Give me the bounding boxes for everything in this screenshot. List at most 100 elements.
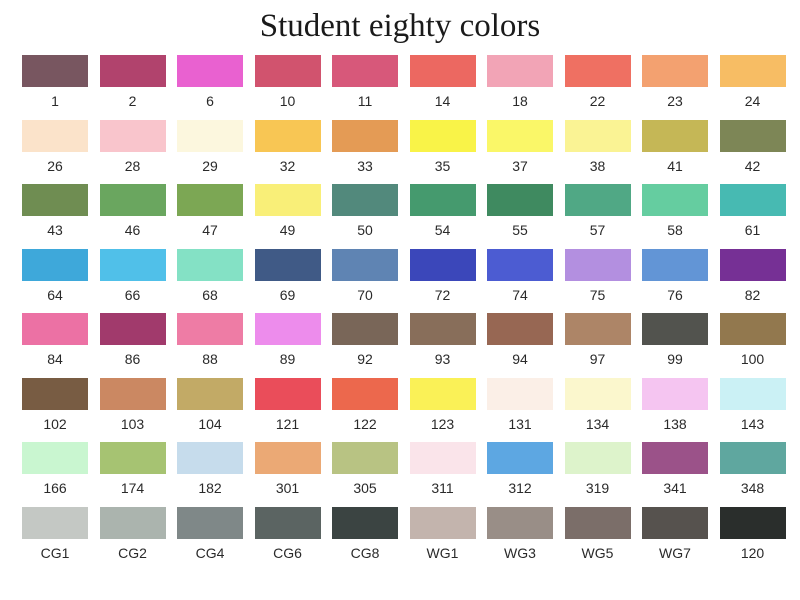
- color-swatch: [487, 313, 553, 345]
- color-swatch: [254, 506, 321, 539]
- color-swatch: [719, 377, 786, 410]
- color-swatch-label: 72: [434, 286, 451, 303]
- color-swatch: [487, 442, 553, 474]
- color-swatch-item: 49: [254, 184, 321, 244]
- color-swatch-label: CG6: [273, 544, 302, 561]
- color-swatch-item: 58: [642, 184, 708, 244]
- color-swatch-item: 82: [719, 248, 786, 309]
- color-swatch-item: 104: [177, 377, 243, 438]
- color-swatch-item: 50: [332, 184, 398, 244]
- color-swatch-label: 166: [43, 480, 67, 496]
- color-swatch-label: 43: [47, 222, 63, 238]
- color-swatch: [487, 55, 553, 87]
- color-swatch-item: 121: [254, 377, 321, 438]
- color-swatch-label: 23: [667, 93, 683, 109]
- color-swatch: [564, 313, 631, 345]
- color-swatch-item: WG7: [642, 506, 708, 567]
- color-swatch-label: 69: [279, 286, 296, 303]
- color-swatch: [564, 377, 631, 410]
- color-swatch: [332, 506, 398, 539]
- color-swatch-item: 103: [99, 377, 166, 438]
- color-swatch-item: 102: [22, 377, 88, 438]
- color-swatch-item: 88: [177, 313, 243, 373]
- color-swatch-label: 68: [202, 286, 218, 303]
- color-swatch: [22, 313, 88, 345]
- color-swatch: [99, 442, 166, 474]
- color-swatch-label: 2: [128, 93, 137, 109]
- color-swatch-label: 182: [198, 480, 222, 496]
- color-swatch-item: 86: [99, 313, 166, 373]
- color-swatch: [564, 506, 631, 539]
- color-swatch-item: 174: [99, 442, 166, 502]
- color-swatch-label: 134: [585, 415, 610, 432]
- color-swatch-item: 6: [177, 55, 243, 115]
- color-swatch: [22, 184, 88, 216]
- color-swatch-label: 138: [663, 415, 687, 432]
- color-swatch-label: 35: [434, 157, 451, 174]
- color-swatch-label: 70: [357, 286, 373, 303]
- color-swatch-item: 93: [409, 313, 476, 373]
- color-swatch-label: 88: [202, 351, 218, 367]
- color-swatch: [719, 313, 786, 345]
- color-swatch: [177, 55, 243, 87]
- color-swatch-label: 121: [275, 415, 300, 432]
- color-swatch: [332, 313, 398, 345]
- color-swatch-label: 76: [667, 286, 683, 303]
- color-swatch-label: 123: [430, 415, 455, 432]
- color-swatch: [487, 119, 553, 152]
- color-swatch: [177, 119, 243, 152]
- color-swatch: [642, 184, 708, 216]
- color-swatch: [719, 248, 786, 281]
- color-swatch-item: 100: [719, 313, 786, 373]
- color-swatch: [99, 248, 166, 281]
- color-swatch: [564, 184, 631, 216]
- color-swatch-item: CG6: [254, 506, 321, 567]
- color-swatch-label: 66: [124, 286, 141, 303]
- color-swatch-label: CG4: [195, 544, 225, 561]
- color-swatch: [177, 248, 243, 281]
- color-swatch-label: 174: [120, 480, 145, 496]
- color-swatch-item: 143: [719, 377, 786, 438]
- color-swatch-label: 120: [740, 544, 765, 561]
- color-swatch-item: 10: [254, 55, 321, 115]
- color-swatch-item: 72: [409, 248, 476, 309]
- color-swatch-item: 123: [409, 377, 476, 438]
- color-swatch-item: 38: [564, 119, 631, 180]
- color-swatch-label: 89: [279, 351, 296, 367]
- color-swatch: [254, 184, 321, 216]
- color-swatch: [332, 119, 398, 152]
- color-swatch: [409, 313, 476, 345]
- color-swatch-label: 18: [512, 93, 528, 109]
- color-swatch-item: CG4: [177, 506, 243, 567]
- color-swatch: [254, 377, 321, 410]
- color-swatch-item: 1: [22, 55, 88, 115]
- color-swatch-label: WG7: [659, 544, 691, 561]
- color-swatch: [22, 377, 88, 410]
- color-swatch-item: 26: [22, 119, 88, 180]
- color-swatch-item: 97: [564, 313, 631, 373]
- color-swatch-item: 138: [642, 377, 708, 438]
- color-swatch-item: 75: [564, 248, 631, 309]
- color-swatch-label: 348: [740, 480, 765, 496]
- color-swatch-label: CG1: [40, 544, 70, 561]
- color-swatch-label: 61: [744, 222, 761, 238]
- color-swatch-label: 24: [744, 93, 761, 109]
- color-swatch: [177, 377, 243, 410]
- color-swatch: [254, 55, 321, 87]
- color-swatch-label: WG5: [581, 544, 614, 561]
- color-swatch-item: CG1: [22, 506, 88, 567]
- color-swatch: [642, 119, 708, 152]
- color-swatch-label: 311: [431, 480, 454, 496]
- color-swatch-item: 94: [487, 313, 553, 373]
- color-swatch-label: 29: [202, 157, 218, 174]
- color-swatch: [409, 184, 476, 216]
- color-swatch-label: 103: [120, 415, 145, 432]
- color-swatch-label: 55: [512, 222, 528, 238]
- color-swatch-label: 92: [357, 351, 373, 367]
- color-swatch-item: 28: [99, 119, 166, 180]
- color-swatch-label: WG3: [504, 544, 536, 561]
- color-swatch-label: 104: [198, 415, 222, 432]
- color-swatch-item: 319: [564, 442, 631, 502]
- color-swatch-item: 54: [409, 184, 476, 244]
